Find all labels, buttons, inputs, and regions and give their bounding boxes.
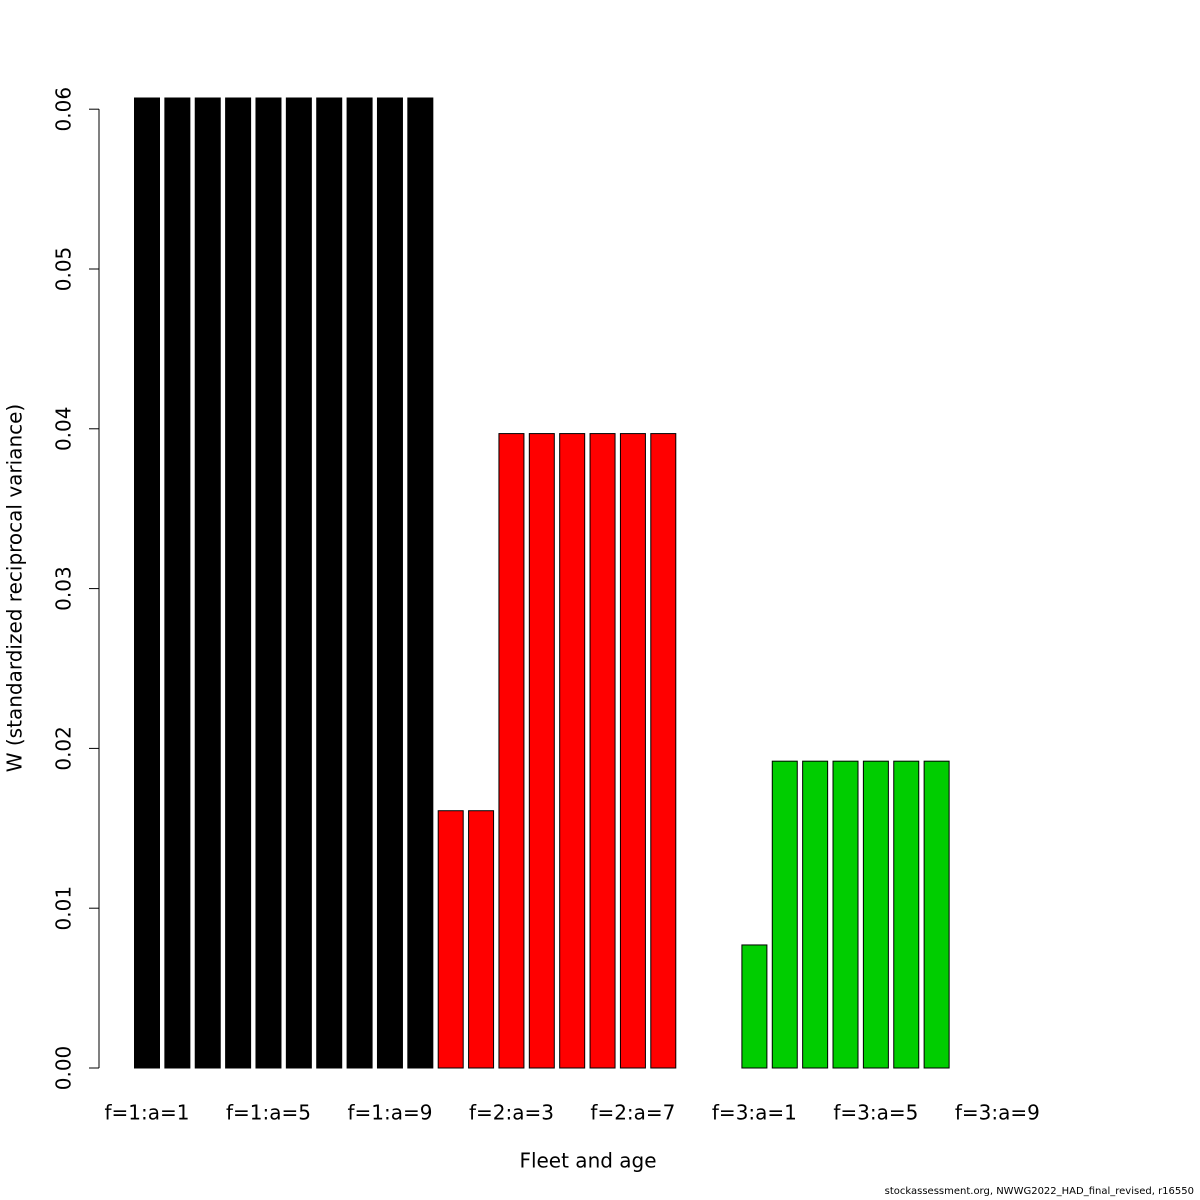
y-tick-label: 0.00 — [52, 1046, 76, 1091]
x-tick-label: f=2:a=3 — [469, 1101, 554, 1125]
bar — [802, 760, 829, 1069]
y-tick-label: 0.06 — [52, 87, 76, 132]
bar — [650, 433, 677, 1069]
x-tick-label: f=1:a=1 — [105, 1101, 190, 1125]
bar — [225, 97, 252, 1069]
bar — [285, 97, 312, 1069]
bar — [832, 760, 859, 1069]
bar — [407, 97, 434, 1069]
bar — [923, 760, 950, 1069]
bar — [437, 810, 464, 1069]
y-tick-label: 0.02 — [52, 726, 76, 771]
bar — [255, 97, 282, 1069]
bar — [893, 760, 920, 1069]
bar — [559, 433, 586, 1069]
bar — [164, 97, 191, 1069]
bar — [194, 97, 221, 1069]
bar — [619, 433, 646, 1069]
bar — [346, 97, 373, 1069]
y-tick-label: 0.03 — [52, 566, 76, 611]
y-axis-title: W (standardized reciprocal variance) — [3, 404, 27, 773]
x-tick-label: f=1:a=9 — [347, 1101, 432, 1125]
x-axis-title: Fleet and age — [519, 1149, 656, 1173]
x-tick-label: f=3:a=5 — [833, 1101, 918, 1125]
footnote: stockassessment.org, NWWG2022_HAD_final_… — [885, 1186, 1194, 1197]
bar — [771, 760, 798, 1069]
y-tick-label: 0.01 — [52, 886, 76, 931]
x-tick-label: f=1:a=5 — [226, 1101, 311, 1125]
bar — [589, 433, 616, 1069]
x-tick-label: f=2:a=7 — [590, 1101, 675, 1125]
bar — [498, 433, 525, 1069]
bar — [376, 97, 403, 1069]
y-tick-label: 0.04 — [52, 407, 76, 452]
y-tick-label: 0.05 — [52, 247, 76, 292]
x-tick-label: f=3:a=9 — [955, 1101, 1040, 1125]
bar — [468, 810, 495, 1069]
bar — [741, 944, 768, 1069]
bar — [134, 97, 160, 1069]
x-tick-label: f=3:a=1 — [712, 1101, 797, 1125]
bar — [528, 433, 555, 1069]
bar — [862, 760, 889, 1069]
bar — [316, 97, 343, 1069]
